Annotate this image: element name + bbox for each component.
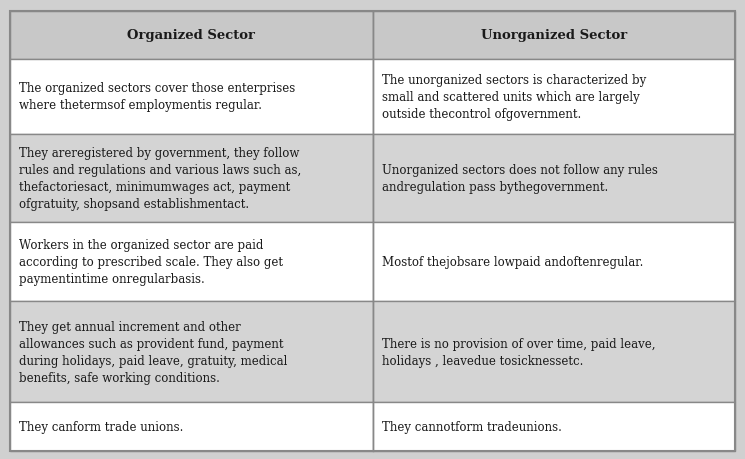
Bar [10, 60, 372, 134]
Text: They canform trade unions.: They canform trade unions. [19, 420, 184, 433]
Bar [372, 11, 735, 60]
Text: They cannotform tradeunions.: They cannotform tradeunions. [382, 420, 562, 433]
Bar [10, 302, 372, 403]
Text: The organized sectors cover those enterprises
where thetermsof employmentis regu: The organized sectors cover those enterp… [19, 82, 296, 112]
Text: They areregistered by government, they follow
rules and regulations and various : They areregistered by government, they f… [19, 146, 302, 210]
Bar [372, 403, 735, 451]
Bar [372, 60, 735, 134]
Text: Organized Sector: Organized Sector [127, 29, 255, 42]
Text: They get annual increment and other
allowances such as provident fund, payment
d: They get annual increment and other allo… [19, 320, 288, 384]
Bar [10, 134, 372, 222]
Bar [372, 302, 735, 403]
Text: There is no provision of over time, paid leave,
holidays , leavedue tosicknesset: There is no provision of over time, paid… [382, 337, 656, 367]
Bar [372, 222, 735, 302]
Bar [10, 403, 372, 451]
Text: Unorganized sectors does not follow any rules
andregulation pass bythegovernment: Unorganized sectors does not follow any … [382, 163, 658, 193]
Text: Unorganized Sector: Unorganized Sector [481, 29, 627, 42]
Bar [10, 11, 372, 60]
Bar [372, 134, 735, 222]
Text: The unorganized sectors is characterized by
small and scattered units which are : The unorganized sectors is characterized… [382, 74, 647, 121]
Bar [10, 222, 372, 302]
Text: Mostof thejobsare lowpaid andoftenregular.: Mostof thejobsare lowpaid andoftenregula… [382, 255, 644, 269]
Text: Workers in the organized sector are paid
according to prescribed scale. They als: Workers in the organized sector are paid… [19, 238, 283, 285]
